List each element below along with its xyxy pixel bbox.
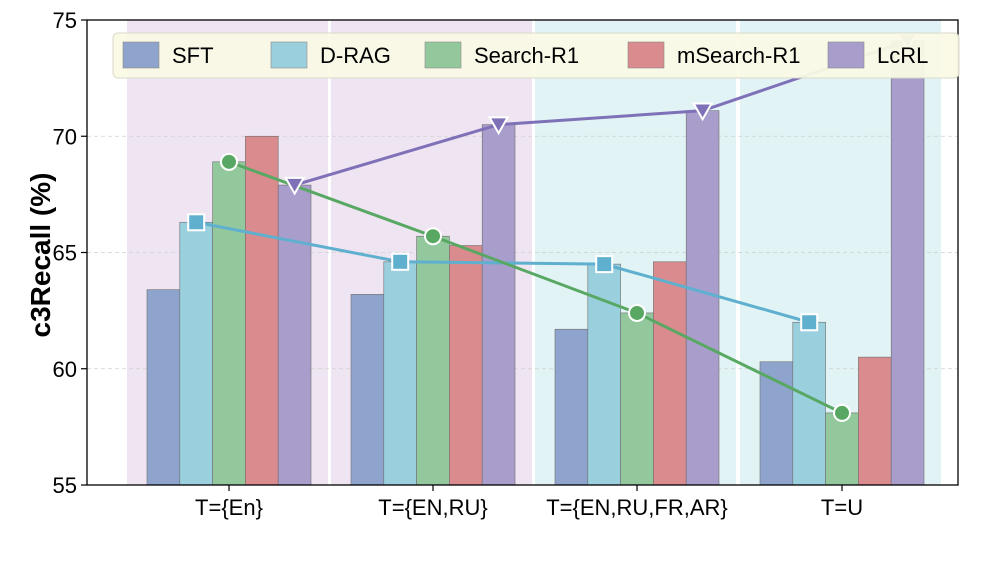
- bar: [481, 124, 516, 486]
- legend-swatch: [270, 41, 308, 69]
- bar: [554, 328, 589, 486]
- marker-triangle: [691, 102, 714, 122]
- bar: [653, 261, 687, 486]
- legend-label: Search-R1: [474, 43, 579, 68]
- bars: [146, 40, 925, 486]
- marker-circle: [220, 152, 238, 171]
- bar: [685, 110, 720, 486]
- bar: [212, 161, 246, 486]
- bar: [449, 245, 483, 486]
- marker-triangle: [487, 116, 510, 136]
- marker-circle: [833, 403, 851, 422]
- x-tick-label: T={EN,RU}: [378, 495, 487, 520]
- legend-label: D-RAG: [320, 43, 391, 68]
- bar: [277, 184, 312, 486]
- y-axis-ticks: 55 60 65 70 75: [53, 8, 87, 498]
- bar: [825, 412, 859, 486]
- bar: [383, 261, 417, 486]
- bar: [179, 221, 213, 486]
- bar: [858, 356, 892, 486]
- legend-swatch: [122, 41, 160, 69]
- y-tick-label: 75: [53, 8, 77, 33]
- legend-label: mSearch-R1: [677, 43, 800, 68]
- x-tick-label: T=U: [821, 495, 863, 520]
- legend-label: SFT: [172, 43, 214, 68]
- legend-box: [112, 32, 960, 79]
- marker-square: [595, 255, 614, 274]
- y-axis-label: c3Recall (%): [25, 173, 56, 338]
- y-tick-label: 65: [53, 241, 77, 266]
- x-axis-ticks: T={En} T={EN,RU} T={EN,RU,FR,AR} T=U: [195, 485, 863, 520]
- marker-triangle: [283, 176, 306, 196]
- y-tick-label: 60: [53, 357, 77, 382]
- bar: [416, 235, 450, 486]
- legend-swatch: [827, 41, 865, 69]
- trend-line: [228, 160, 843, 415]
- legend-swatch: [424, 41, 462, 69]
- legend-swatch: [627, 41, 665, 69]
- bar: [245, 135, 279, 486]
- x-tick-label: T={En}: [195, 495, 263, 520]
- y-tick-label: 70: [53, 124, 77, 149]
- marker-circle: [424, 227, 442, 246]
- gridlines: [87, 135, 958, 370]
- marker-square: [800, 313, 819, 332]
- marker-circle: [628, 303, 646, 322]
- y-tick-label: 55: [53, 473, 77, 498]
- bar: [890, 40, 925, 486]
- marker-square: [187, 213, 206, 232]
- bar: [146, 289, 181, 486]
- x-tick-label: T={EN,RU,FR,AR}: [546, 495, 728, 520]
- legend-label: LcRL: [877, 43, 928, 68]
- bar: [620, 312, 654, 486]
- marker-square: [391, 252, 410, 271]
- legend: SFT D-RAG Search-R1 mSearch-R1 LcRL: [112, 32, 960, 79]
- bar: [350, 294, 385, 486]
